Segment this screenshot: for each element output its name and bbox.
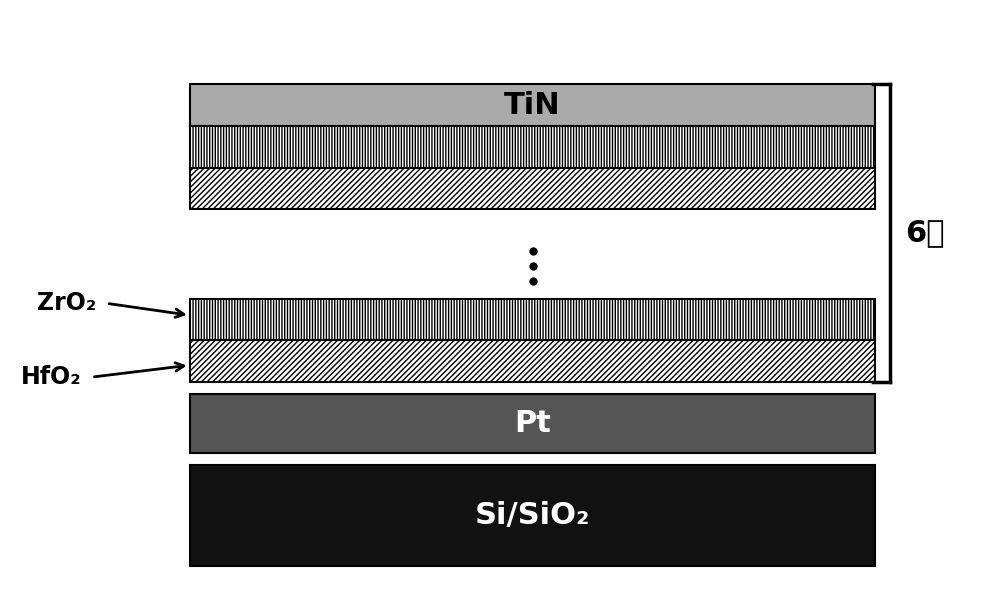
- Bar: [190, 340, 875, 382]
- Bar: [190, 298, 875, 340]
- Bar: [190, 167, 875, 209]
- Bar: [190, 84, 875, 126]
- Text: Si/SiO₂: Si/SiO₂: [475, 501, 590, 530]
- Text: Pt: Pt: [514, 409, 551, 438]
- Bar: [190, 394, 875, 453]
- Bar: [190, 465, 875, 566]
- Text: TiN: TiN: [504, 91, 561, 119]
- Text: HfO₂: HfO₂: [21, 365, 82, 389]
- Bar: [190, 126, 875, 167]
- Text: 6层: 6层: [905, 219, 944, 248]
- Text: ZrO₂: ZrO₂: [37, 291, 97, 315]
